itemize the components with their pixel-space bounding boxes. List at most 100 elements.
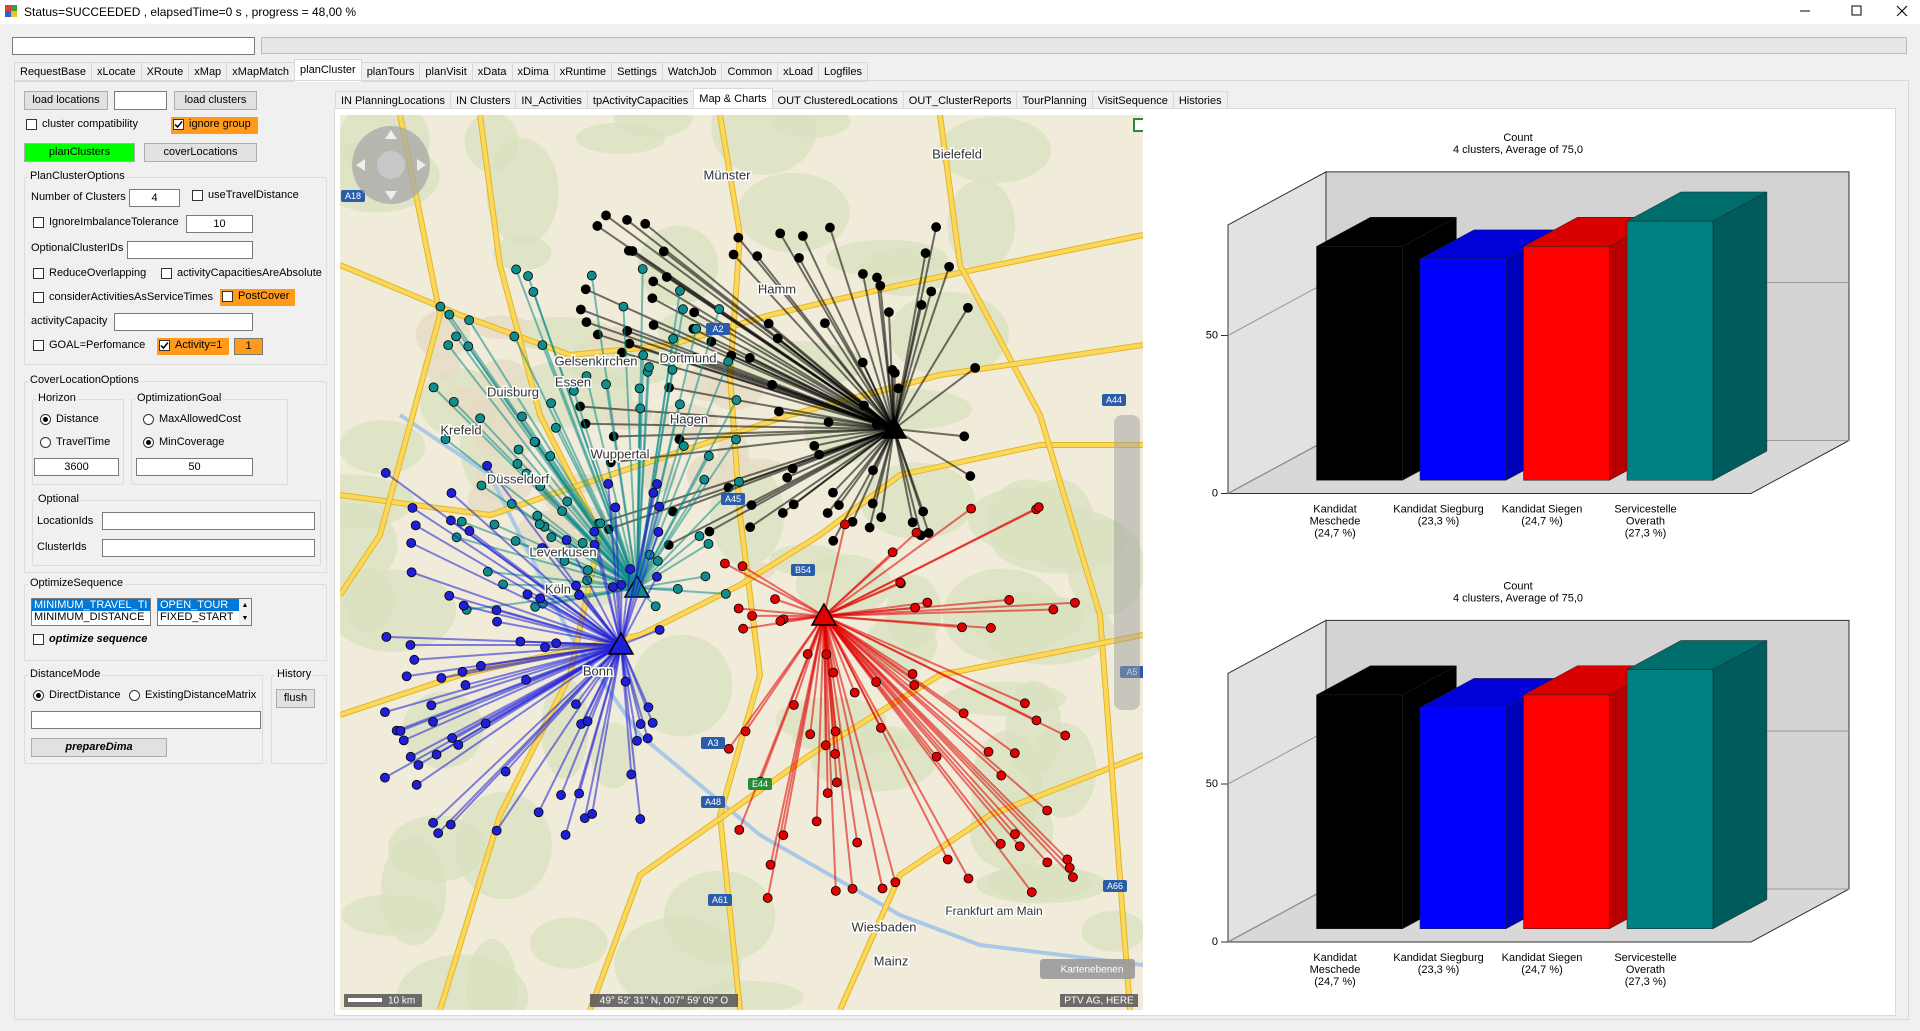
assignment-line: [620, 492, 655, 646]
forest: [631, 634, 733, 737]
location: [637, 264, 648, 274]
assignment-line: [453, 401, 638, 589]
button[interactable]: planClusters: [24, 143, 135, 162]
list-item[interactable]: FIXED_START: [160, 611, 234, 623]
copyright: PTV AG, HERE: [1064, 996, 1134, 1007]
assignment-line: [823, 615, 897, 883]
text-input[interactable]: [31, 711, 261, 729]
main-tab[interactable]: planTours: [360, 62, 421, 82]
layers-button[interactable]: [1040, 959, 1135, 979]
main-tab[interactable]: Logfiles: [818, 62, 868, 82]
map[interactable]: Münster Bielefeld Hamm Dortmund Gelsenkirche…: [340, 115, 1143, 1010]
location: [847, 883, 858, 894]
checkbox[interactable]: useTravelDistance: [190, 188, 299, 205]
checkbox[interactable]: IgnoreImbalanceTolerance: [31, 215, 179, 232]
radio-button[interactable]: TravelTime: [38, 435, 110, 452]
main-tab[interactable]: xLoad: [777, 62, 820, 82]
text-input[interactable]: 4: [129, 189, 180, 207]
sub-tab[interactable]: tpActivityCapacities: [586, 91, 695, 111]
list-item[interactable]: OPEN_TOUR: [158, 599, 251, 611]
radio-button[interactable]: Distance: [38, 412, 99, 429]
location: [871, 419, 882, 430]
pan-control[interactable]: [352, 126, 430, 204]
radio-button[interactable]: DirectDistance: [31, 688, 121, 705]
text-input[interactable]: [127, 241, 253, 259]
radio-button[interactable]: ExistingDistanceMatrix: [127, 688, 256, 705]
assignment-line: [636, 367, 651, 589]
zoom-slider[interactable]: [1114, 415, 1140, 710]
main-tab[interactable]: xRuntime: [553, 62, 613, 82]
main-tab[interactable]: WatchJob: [661, 62, 723, 82]
text-input[interactable]: 3600: [34, 458, 119, 476]
radio-button[interactable]: MinCoverage: [141, 435, 224, 452]
main-tab[interactable]: XRoute: [140, 62, 190, 82]
main-tab[interactable]: xMap: [188, 62, 228, 82]
location: [814, 449, 825, 460]
checkbox[interactable]: ReduceOverlapping: [31, 266, 146, 283]
city-label: Dortmund: [659, 350, 716, 365]
checkbox[interactable]: GOAL=Perfomance: [31, 338, 145, 355]
main-tab[interactable]: xLocate: [91, 62, 142, 82]
checkbox[interactable]: activityCapacitiesAreAbsolute: [159, 266, 322, 283]
list-box[interactable]: MINIMUM_TRAVEL_TI MINIMUM_DISTANCE: [31, 598, 151, 626]
list-item[interactable]: MINIMUM_DISTANCE: [34, 611, 145, 623]
assignment-line: [417, 644, 622, 766]
assignment-line: [384, 644, 622, 714]
window-buttons[interactable]: [1770, 0, 1920, 24]
assignment-line: [823, 615, 970, 879]
main-tab[interactable]: Settings: [611, 62, 663, 82]
checkbox[interactable]: considerActivitiesAsServiceTimes: [31, 290, 213, 307]
location: [545, 451, 556, 461]
status-textbox[interactable]: [12, 37, 255, 55]
main-tab[interactable]: Common: [721, 62, 779, 82]
main-tab[interactable]: xData: [471, 62, 513, 82]
text-input[interactable]: [102, 539, 315, 557]
assignment-line: [861, 362, 895, 430]
checkbox[interactable]: Activity=1: [157, 338, 229, 355]
assignment-line: [823, 524, 846, 617]
text-input[interactable]: [114, 313, 253, 331]
location: [456, 516, 467, 527]
location: [731, 395, 742, 405]
main-tab[interactable]: planCluster: [294, 59, 362, 82]
text-input[interactable]: 10: [186, 215, 253, 233]
assignment-line: [636, 575, 706, 589]
assignment-line: [450, 644, 622, 826]
list-box[interactable]: OPEN_TOUR FIXED_START ▲ ▼: [157, 598, 252, 626]
road: [938, 115, 1132, 1010]
list-item[interactable]: MINIMUM_TRAVEL_TI: [32, 599, 150, 611]
text-input[interactable]: [114, 91, 167, 110]
checkbox[interactable]: cluster compatibility: [24, 117, 138, 134]
location: [859, 400, 869, 411]
button[interactable]: prepareDima: [31, 738, 167, 757]
button[interactable]: load clusters: [174, 91, 257, 110]
checkbox[interactable]: optimize sequence: [31, 632, 147, 649]
radio-button[interactable]: MaxAllowedCost: [141, 412, 241, 429]
main-tab[interactable]: planVisit: [419, 62, 473, 82]
assignment-line: [536, 514, 638, 589]
checkbox[interactable]: ignore group: [171, 117, 258, 134]
forest: [1081, 910, 1143, 952]
button[interactable]: load locations: [24, 91, 108, 110]
location: [620, 676, 631, 687]
main-tab[interactable]: RequestBase: [14, 62, 93, 82]
main-tab[interactable]: xDima: [511, 62, 555, 82]
main-tab[interactable]: xMapMatch: [226, 62, 296, 82]
button[interactable]: flush: [276, 689, 315, 708]
assignment-line: [403, 644, 622, 742]
label: LocationIds: [37, 515, 94, 527]
option-label: DirectDistance: [49, 689, 121, 701]
location: [809, 440, 820, 451]
assignment-line: [692, 327, 895, 430]
location: [876, 723, 886, 733]
location: [574, 590, 584, 600]
label: ClusterIds: [37, 541, 87, 553]
location: [723, 743, 734, 754]
checkbox[interactable]: PostCover: [220, 289, 295, 306]
location: [647, 717, 658, 728]
text-input[interactable]: 50: [136, 458, 253, 476]
text-input[interactable]: [102, 512, 315, 530]
text-input[interactable]: 1: [234, 338, 263, 355]
button[interactable]: coverLocations: [144, 143, 257, 162]
assignment-line: [636, 543, 709, 589]
